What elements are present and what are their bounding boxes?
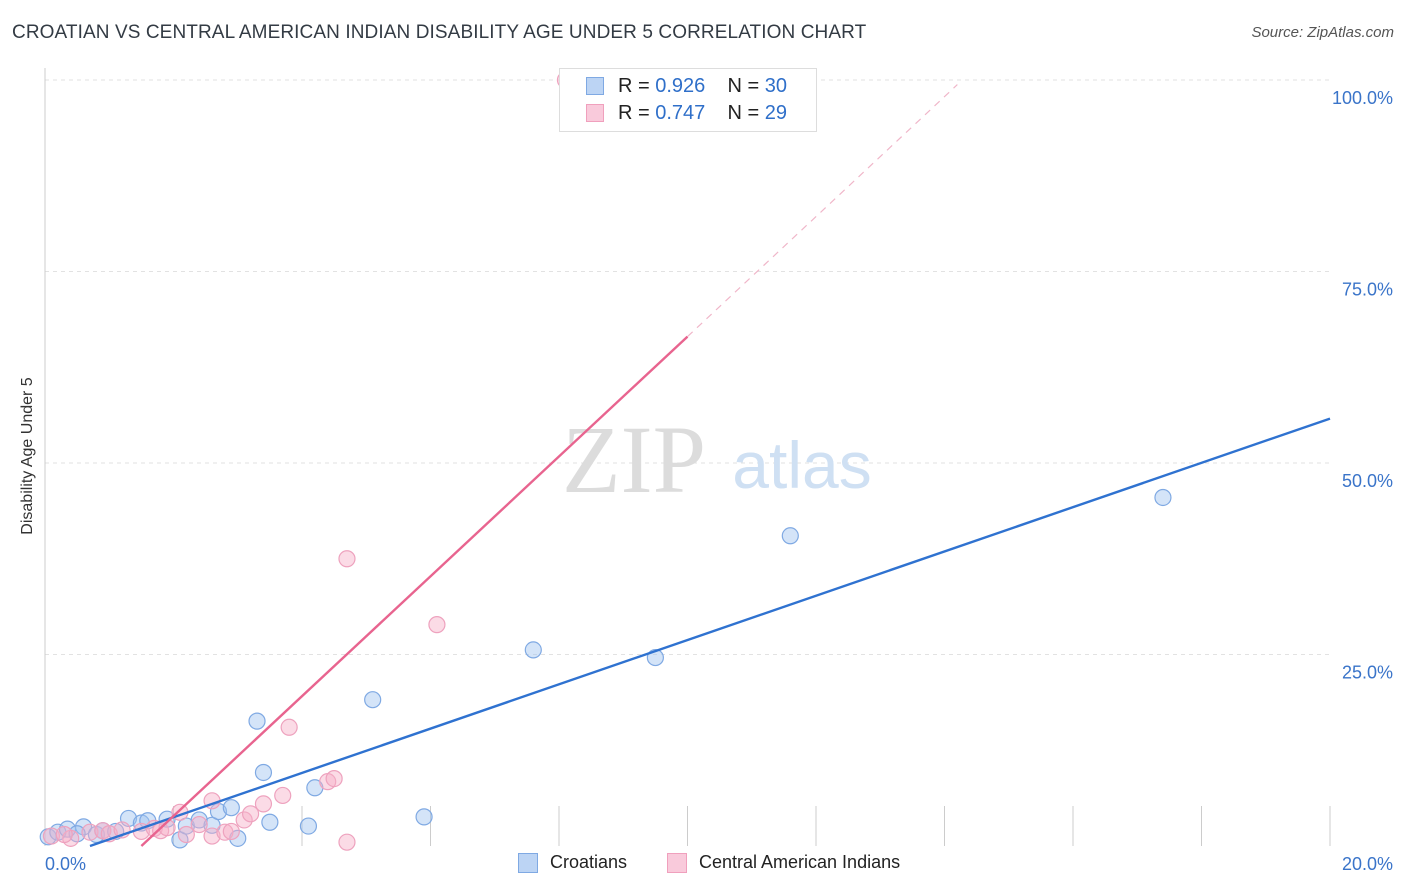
legend-r-value: 0.747: [655, 102, 706, 124]
y-axis-label: Disability Age Under 5: [19, 377, 36, 535]
point-central-american-indians: [42, 827, 61, 845]
legend-swatch-croatians: [586, 77, 604, 95]
watermark-zip: ZIP: [562, 406, 706, 513]
point-central-american-indians: [235, 811, 253, 829]
legend-r-label: R =: [618, 102, 656, 124]
trend-line-central-american-indians: [140, 335, 689, 847]
point-croatians: [415, 808, 433, 826]
point-croatians: [209, 802, 228, 821]
legend-text-croatians: R = 0.926 N = 30: [618, 75, 787, 98]
point-croatians: [261, 813, 279, 831]
point-central-american-indians: [242, 805, 260, 823]
watermark-atlas: atlas: [732, 428, 871, 502]
point-croatians: [1154, 488, 1172, 507]
axes: [44, 68, 1331, 846]
point-central-american-indians: [254, 795, 273, 813]
point-central-american-indians: [190, 815, 208, 834]
point-croatians: [190, 811, 208, 829]
point-central-american-indians: [338, 833, 356, 851]
y-tick-label: 75.0%: [1342, 280, 1393, 300]
point-central-american-indians: [55, 825, 73, 844]
point-central-american-indians: [81, 823, 99, 841]
point-croatians: [254, 763, 273, 782]
point-central-american-indians: [325, 769, 343, 788]
correlation-legend: R = 0.926 N = 30 R = 0.747 N = 29: [559, 68, 817, 132]
legend-n-value: 29: [764, 102, 788, 124]
x-tick-label: 20.0%: [1342, 854, 1393, 874]
bottom-legend-label-croatians: Croatians: [550, 852, 628, 872]
bottom-legend-swatch-croatians: [518, 853, 538, 873]
legend-r-label: R =: [618, 75, 656, 97]
legend-n-label: N =: [727, 102, 765, 124]
point-central-american-indians: [274, 786, 292, 805]
x-tick-label: 0.0%: [45, 854, 86, 874]
y-tick-label: 25.0%: [1342, 663, 1393, 683]
point-central-american-indians: [280, 718, 298, 736]
bottom-legend-label-central-american-indians: Central American Indians: [699, 852, 901, 872]
trend-extension-central-american-indians: [687, 84, 958, 338]
y-tick-label: 100.0%: [1332, 88, 1393, 108]
legend-n-label: N =: [727, 75, 765, 97]
point-croatians: [781, 527, 799, 545]
legend-text-central-american-indians: R = 0.747 N = 29: [618, 102, 787, 125]
tick-labels: 25.0% 50.0% 75.0% 100.0% 0.0% 20.0%: [45, 88, 1393, 874]
bottom-legend-swatch-central-american-indians: [667, 853, 687, 873]
y-tick-label: 50.0%: [1342, 471, 1393, 491]
point-central-american-indians: [177, 825, 195, 844]
point-central-american-indians: [203, 827, 221, 845]
grid-lines: [45, 79, 1330, 655]
legend-r-value: 0.926: [655, 75, 706, 97]
chart-title: CROATIAN VS CENTRAL AMERICAN INDIAN DISA…: [12, 22, 867, 43]
point-central-american-indians: [216, 823, 234, 841]
trend-line-croatians: [89, 417, 1331, 848]
point-croatians: [299, 817, 318, 835]
point-croatians: [364, 691, 382, 709]
source-label: Source: ZipAtlas.com: [1251, 24, 1394, 41]
trend-lines: [89, 84, 1331, 848]
point-croatians: [248, 712, 266, 730]
point-croatians: [222, 799, 240, 817]
point-central-american-indians: [428, 616, 446, 634]
legend-swatch-central-american-indians: [586, 104, 604, 122]
point-croatians: [524, 641, 542, 659]
legend-n-value: 30: [764, 75, 788, 97]
point-central-american-indians: [222, 822, 240, 841]
point-central-american-indians: [338, 550, 356, 568]
